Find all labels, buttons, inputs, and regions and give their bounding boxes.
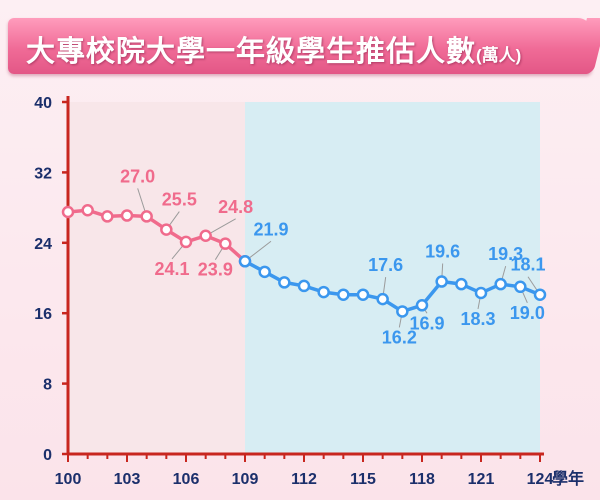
- x-axis-unit-label: 學年: [552, 469, 584, 488]
- projected-data-point: [356, 288, 370, 301]
- y-tick-label: 8: [43, 377, 52, 394]
- projected-data-point: [278, 276, 291, 289]
- data-label: 17.6: [368, 255, 403, 275]
- projected-data-point: [455, 277, 468, 291]
- data-label: 19.6: [425, 242, 460, 262]
- projected-series-line: [244, 259, 541, 314]
- chart-title: 大專校院大學一年級學生推估人數(萬人): [26, 28, 521, 70]
- actual-data-point: [160, 223, 173, 236]
- projected-data-point: [238, 255, 252, 268]
- chart-regions: [68, 102, 540, 454]
- chart-title-text: 大專校院大學一年級學生推估人數: [26, 36, 477, 68]
- actual-data-point: [179, 235, 193, 249]
- actual-data-point: [219, 237, 232, 250]
- projected-data-point: [337, 288, 350, 301]
- data-label: 19.0: [510, 303, 545, 323]
- projected-data-point: [396, 305, 409, 318]
- projected-region: [245, 102, 540, 454]
- data-labels: 27.0 25.5 24.1 24.8 23.9 21.9 17.6 16.216.9 19.6…: [120, 166, 545, 347]
- projected-data-point: [435, 275, 448, 288]
- projected-data-point: [258, 265, 271, 279]
- data-label: 19.3: [488, 244, 523, 264]
- projected-data-point: [533, 288, 547, 301]
- x-tick-label: 124: [527, 471, 554, 488]
- chart-ticks: 0 8 16 24 32 40 100 103 106 109 112 115 118 121 124: [34, 95, 553, 488]
- x-tick-label: 118: [409, 471, 435, 488]
- projected-data-point: [514, 280, 527, 294]
- data-label: 21.9: [253, 219, 288, 239]
- projected-data-point: [494, 277, 507, 291]
- x-tick-label: 106: [173, 471, 200, 488]
- series-lines: [67, 208, 541, 314]
- y-tick-label: 24: [34, 236, 52, 253]
- projected-data-point: [317, 285, 330, 299]
- y-tick-label: 0: [43, 447, 52, 464]
- y-tick-label: 32: [34, 165, 52, 182]
- data-label: 18.1: [510, 255, 545, 275]
- projected-data-point: [474, 286, 488, 300]
- x-tick-label: 121: [468, 471, 495, 488]
- projected-data-point: [415, 299, 429, 312]
- chart-title-unit: (萬人): [476, 46, 522, 65]
- actual-data-point: [199, 229, 212, 243]
- title-banner: [8, 18, 592, 74]
- x-tick-label: 100: [55, 471, 82, 488]
- x-tick-label: 112: [291, 471, 317, 488]
- actual-series-line: [67, 208, 247, 263]
- data-label: 18.3: [460, 309, 495, 329]
- x-tick-label: 109: [232, 471, 259, 488]
- data-label: 16.2: [382, 327, 417, 347]
- actual-data-point: [140, 210, 153, 223]
- projected-data-point: [297, 279, 311, 293]
- actual-data-point: [101, 210, 114, 223]
- y-tick-label: 40: [34, 95, 52, 112]
- actual-region: [68, 102, 245, 454]
- data-label: 24.8: [218, 197, 253, 217]
- data-label: 25.5: [162, 190, 197, 210]
- data-label: 16.9: [409, 313, 444, 333]
- data-label: 24.1: [154, 259, 189, 279]
- x-tick-label: 103: [114, 471, 141, 488]
- actual-data-point: [61, 205, 75, 219]
- actual-data-point: [81, 203, 94, 217]
- series-points: [61, 203, 547, 318]
- data-label: 27.0: [120, 166, 155, 186]
- y-tick-label: 16: [34, 306, 52, 323]
- actual-data-point: [120, 209, 134, 222]
- data-label: 23.9: [198, 260, 233, 280]
- x-tick-label: 115: [350, 471, 376, 488]
- projected-data-point: [376, 292, 389, 306]
